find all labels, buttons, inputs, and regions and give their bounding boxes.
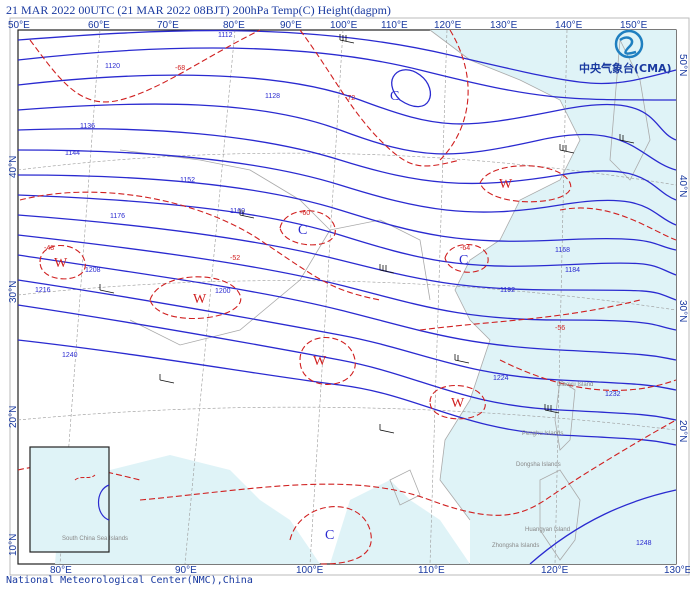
- svg-text:1200: 1200: [215, 288, 231, 295]
- svg-text:1224: 1224: [493, 375, 509, 382]
- svg-text:30°N: 30°N: [677, 300, 688, 322]
- svg-text:1160: 1160: [230, 208, 245, 215]
- inset-south-china-sea: South China Sea Islands: [29, 446, 128, 553]
- svg-text:1152: 1152: [180, 177, 195, 184]
- svg-text:80°E: 80°E: [223, 20, 245, 31]
- svg-text:100°E: 100°E: [330, 20, 358, 31]
- svg-text:50°E: 50°E: [8, 20, 30, 31]
- svg-text:1208: 1208: [85, 267, 101, 274]
- svg-text:140°E: 140°E: [555, 20, 583, 31]
- svg-text:90°E: 90°E: [175, 565, 197, 576]
- svg-text:60°E: 60°E: [88, 20, 110, 31]
- warm-center: W: [193, 292, 207, 307]
- svg-text:中央气象台(CMA): 中央气象台(CMA): [579, 61, 672, 75]
- svg-text:Zhongsha Islands: Zhongsha Islands: [492, 543, 539, 549]
- svg-text:150°E: 150°E: [620, 20, 648, 31]
- svg-text:1144: 1144: [65, 150, 80, 157]
- left-lat-labels: 40°N 30°N 20°N 10°N: [8, 156, 19, 556]
- temp-labels: -48 -52 -56 -60 -64 -68 -72: [44, 65, 565, 332]
- svg-text:1232: 1232: [605, 391, 621, 398]
- svg-text:-64: -64: [460, 245, 470, 252]
- svg-text:130°E: 130°E: [490, 20, 518, 31]
- height-labels: 1112 1120 1128 1136 1144 1152 1160 1168 …: [35, 32, 652, 547]
- svg-text:1168: 1168: [555, 247, 570, 254]
- svg-text:South China Sea Islands: South China Sea Islands: [62, 536, 128, 542]
- temp-contours: [17, 29, 677, 565]
- svg-text:1112: 1112: [218, 32, 233, 39]
- svg-text:-56: -56: [555, 325, 565, 332]
- svg-text:1128: 1128: [265, 93, 280, 100]
- bottom-lon-labels: 80°E 90°E 100°E 110°E 120°E 130°E: [50, 565, 690, 576]
- svg-text:Dongsha Islands: Dongsha Islands: [516, 462, 561, 468]
- svg-text:Penghu Islands: Penghu Islands: [522, 431, 563, 437]
- svg-text:1192: 1192: [500, 287, 515, 294]
- sea-bay-of-bengal: [55, 455, 320, 564]
- svg-text:1216: 1216: [35, 287, 51, 294]
- svg-text:-72: -72: [345, 95, 355, 102]
- coastlines: [119, 29, 651, 561]
- svg-text:-48: -48: [44, 245, 54, 252]
- warm-center: W: [313, 354, 327, 369]
- svg-text:100°E: 100°E: [296, 565, 324, 576]
- svg-text:-52: -52: [230, 255, 240, 262]
- svg-text:1184: 1184: [565, 267, 580, 274]
- svg-text:40°N: 40°N: [8, 156, 19, 178]
- map-title: 21 MAR 2022 00UTC (21 MAR 2022 08BJT) 20…: [6, 3, 391, 17]
- top-lon-labels: 50°E 60°E 70°E 80°E 90°E 100°E 110°E 120…: [8, 20, 648, 31]
- svg-text:80°E: 80°E: [50, 565, 72, 576]
- svg-text:1120: 1120: [105, 63, 120, 70]
- wind-barbs: [99, 34, 635, 434]
- right-lat-labels: 50°N 40°N 30°N 20°N: [677, 54, 688, 442]
- svg-text:1136: 1136: [80, 123, 95, 130]
- svg-text:20°N: 20°N: [8, 406, 19, 428]
- svg-text:120°E: 120°E: [541, 565, 569, 576]
- svg-text:90°E: 90°E: [280, 20, 302, 31]
- svg-text:1176: 1176: [110, 213, 125, 220]
- low-center: C: [459, 253, 468, 268]
- svg-text:Diaoyu Island: Diaoyu Island: [557, 382, 593, 388]
- svg-text:130°E: 130°E: [664, 565, 690, 576]
- place-labels: Diaoyu Island Penghu Islands Dongsha Isl…: [492, 382, 593, 549]
- footer-credit: National Meteorological Center(NMC),Chin…: [6, 575, 253, 586]
- warm-center: W: [54, 256, 68, 271]
- sea-south-china: [330, 480, 470, 564]
- low-center: C: [325, 528, 334, 543]
- pressure-centers: C C C C W W W W W: [54, 89, 513, 543]
- warm-center: W: [451, 396, 465, 411]
- height-contours: [17, 29, 677, 565]
- svg-text:10°N: 10°N: [8, 534, 19, 556]
- svg-text:-68: -68: [175, 65, 185, 72]
- svg-text:40°N: 40°N: [677, 175, 688, 197]
- svg-text:120°E: 120°E: [434, 20, 462, 31]
- cma-logo: 中央气象台(CMA): [579, 29, 672, 75]
- svg-text:-60: -60: [300, 210, 310, 217]
- low-center: C: [390, 89, 399, 104]
- svg-text:70°E: 70°E: [157, 20, 179, 31]
- sea-east: [430, 30, 676, 564]
- svg-text:20°N: 20°N: [677, 420, 688, 442]
- svg-text:50°N: 50°N: [677, 54, 688, 76]
- svg-text:110°E: 110°E: [418, 565, 445, 576]
- svg-text:1248: 1248: [636, 540, 652, 547]
- warm-center: W: [499, 177, 513, 192]
- outer-frame: [9, 17, 690, 576]
- svg-text:Huangyan Island: Huangyan Island: [525, 527, 570, 533]
- low-center: C: [298, 223, 307, 238]
- svg-text:1240: 1240: [62, 352, 78, 359]
- svg-text:110°E: 110°E: [381, 20, 408, 31]
- svg-text:30°N: 30°N: [8, 281, 19, 303]
